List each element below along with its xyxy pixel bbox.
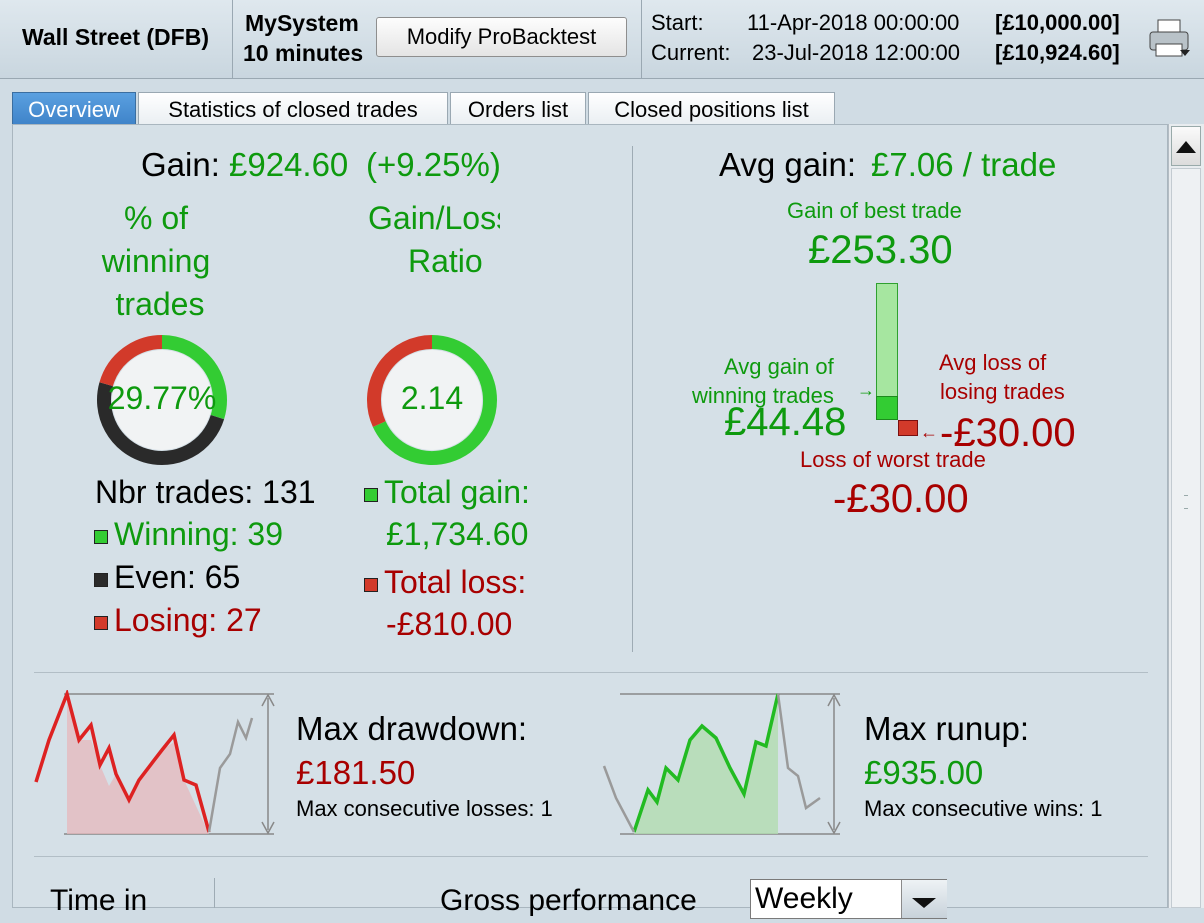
current-label: Current:	[651, 40, 731, 65]
system-name: MySystem	[245, 10, 359, 36]
winning-title-line2: winning	[101, 243, 211, 279]
winning-count: Winning: 39	[94, 516, 283, 553]
avg-win-label-line2: winning trades	[692, 383, 834, 408]
arrow-right-icon: →	[857, 380, 875, 400]
total-loss-label-text: Total loss:	[384, 564, 527, 600]
avg-loss-label-line1: Avg loss of	[939, 350, 1047, 375]
ratio-title-clip: Gain/Loss	[352, 200, 500, 244]
avg-gain-value: £7.06 / trade	[871, 146, 1057, 183]
even-count-text: Even: 65	[114, 559, 241, 595]
max-consecutive-losses: Max consecutive losses: 1	[296, 796, 553, 821]
section-divider	[632, 146, 633, 652]
tab-closed-positions-list[interactable]: Closed positions list	[588, 92, 835, 126]
avg-win-bar	[876, 396, 898, 420]
ratio-title-line1: Gain/Loss	[368, 200, 500, 236]
max-drawdown-label: Max drawdown:	[296, 710, 528, 747]
winning-title-line1: % of	[123, 200, 189, 236]
winning-donut-loss-segment	[99, 335, 163, 387]
start-label: Start:	[651, 10, 704, 35]
drawdown-mini-chart	[34, 688, 286, 840]
losing-count-text: Losing: 27	[114, 602, 262, 638]
winning-title-line3: trades	[115, 286, 205, 322]
gross-performance-label: Gross performance	[440, 884, 697, 917]
total-gain-label: Total gain:	[364, 474, 530, 511]
time-in-label: Time in	[50, 884, 148, 917]
start-capital: [£10,000.00]	[995, 10, 1120, 35]
even-count: Even: 65	[94, 559, 240, 596]
arrow-left-icon: ←	[920, 422, 938, 442]
avg-loss-bar	[898, 420, 918, 436]
avg-gain-label: Avg gain:	[719, 146, 856, 183]
bottom-divider	[214, 878, 215, 908]
winning-donut: 29.77%	[96, 334, 228, 466]
gain-loss-donut-center	[382, 350, 482, 450]
winning-pct-value: 29.77%	[107, 380, 217, 416]
current-capital: [£10,924.60]	[995, 40, 1120, 65]
max-runup-value: £935.00	[864, 754, 984, 791]
avg-loss-value: -£30.00	[940, 411, 1076, 455]
instrument-cell: Wall Street (DFB)	[0, 0, 233, 78]
max-drawdown-value: £181.50	[296, 754, 416, 791]
worst-trade-label: Loss of worst trade	[800, 447, 986, 472]
losing-count: Losing: 27	[94, 602, 262, 639]
avg-win-value: £44.48	[724, 400, 847, 444]
chevron-down-icon[interactable]	[901, 880, 947, 918]
gain-label: Gain:	[141, 146, 220, 183]
ratio-title-line2: Ratio	[408, 243, 483, 279]
winning-donut-win-segment	[161, 335, 227, 420]
losing-legend-icon	[94, 615, 108, 630]
total-gain-label-text: Total gain:	[384, 474, 530, 510]
current-date: 23-Jul-2018 12:00:00	[752, 40, 960, 65]
runup-mini-chart	[600, 690, 852, 840]
best-trade-label: Gain of best trade	[787, 198, 962, 223]
total-gain-value: £1,734.60	[386, 516, 529, 552]
section-separator	[34, 856, 1148, 857]
timeframe: 10 minutes	[243, 40, 364, 66]
period-select-value: Weekly	[755, 882, 853, 915]
winning-count-text: Winning: 39	[114, 516, 283, 552]
gain-loss-donut: 2.14	[366, 334, 498, 466]
printer-icon[interactable]	[1146, 16, 1194, 62]
tab-statistics-closed-trades[interactable]: Statistics of closed trades	[138, 92, 448, 126]
avg-loss-label-line2: losing trades	[940, 379, 1065, 404]
scroll-up-button[interactable]	[1171, 126, 1201, 166]
nbr-trades: Nbr trades: 131	[95, 474, 316, 510]
modify-probacktest-button[interactable]: Modify ProBacktest	[376, 17, 627, 57]
worst-trade-value: -£30.00	[833, 477, 969, 521]
best-trade-value: £253.30	[808, 228, 953, 272]
gain-percent: (+9.25%)	[366, 146, 501, 183]
header-bar: Wall Street (DFB) MySystem 10 minutes Mo…	[0, 0, 1204, 79]
total-gain-icon	[364, 487, 378, 502]
grip-icon	[1184, 495, 1188, 509]
total-loss-value: -£810.00	[386, 606, 513, 642]
max-consecutive-wins: Max consecutive wins: 1	[864, 796, 1103, 821]
avg-win-label-line1: Avg gain of	[724, 354, 834, 379]
gain-loss-donut-loss-segment	[367, 335, 433, 428]
system-cell: MySystem 10 minutes Modify ProBacktest	[233, 0, 642, 78]
instrument-name: Wall Street (DFB)	[22, 24, 209, 50]
start-date: 11-Apr-2018 00:00:00	[747, 10, 960, 35]
overview-panel	[12, 124, 1168, 908]
vertical-scrollbar[interactable]	[1168, 124, 1204, 908]
gain-loss-donut-gain-segment	[372, 335, 497, 465]
total-loss-icon	[364, 577, 378, 592]
winning-donut-even-segment	[97, 382, 225, 466]
tab-overview[interactable]: Overview	[12, 92, 136, 126]
even-legend-icon	[94, 572, 108, 587]
gain-value: £924.60	[229, 146, 349, 183]
scroll-thumb[interactable]	[1171, 168, 1201, 908]
period-select[interactable]: Weekly	[750, 879, 947, 919]
winning-donut-center	[112, 350, 212, 450]
section-separator	[34, 672, 1148, 673]
winning-legend-icon	[94, 529, 108, 544]
total-loss-label: Total loss:	[364, 564, 526, 601]
tab-orders-list[interactable]: Orders list	[450, 92, 586, 126]
gain-loss-ratio-value: 2.14	[400, 380, 464, 416]
max-runup-label: Max runup:	[864, 710, 1030, 747]
